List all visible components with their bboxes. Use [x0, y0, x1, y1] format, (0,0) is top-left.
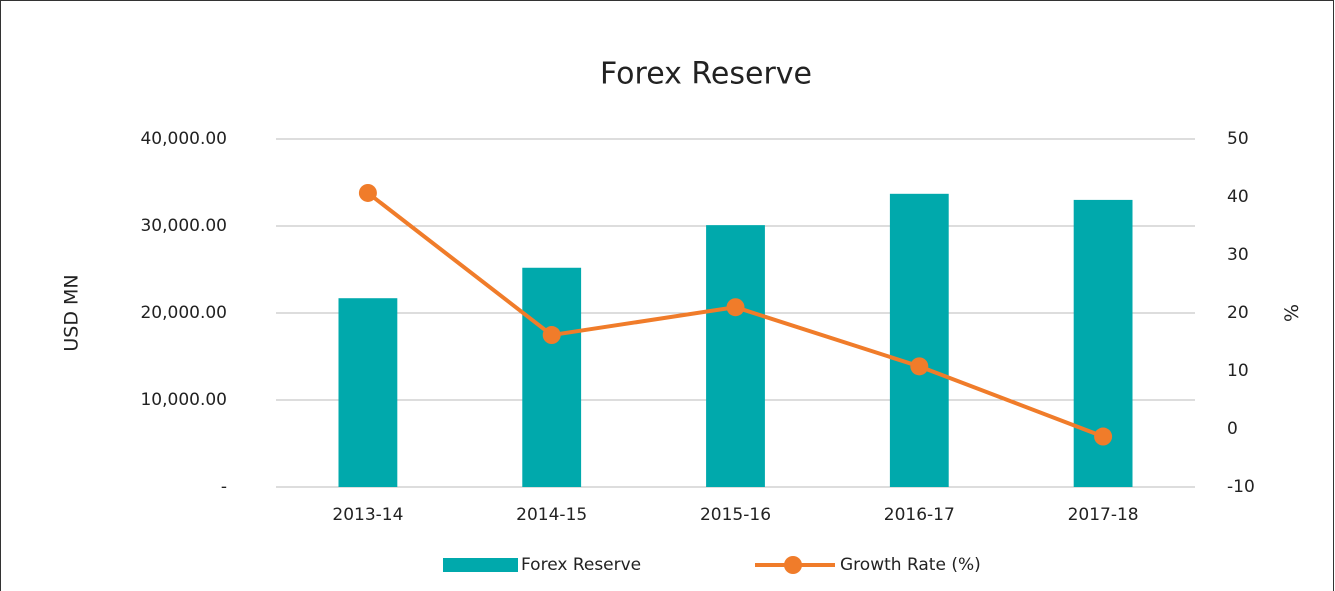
legend-swatch — [443, 558, 518, 572]
y2-tick-label: -10 — [1227, 477, 1255, 497]
y2-tick-label: 10 — [1227, 361, 1249, 381]
y2-axis-title: % — [1280, 304, 1302, 322]
y2-tick-label: 30 — [1227, 245, 1249, 265]
y2-tick-label: 20 — [1227, 303, 1249, 323]
y-tick-label: 20,000.00 — [140, 303, 227, 323]
y-tick-label: 10,000.00 — [140, 390, 227, 410]
bar — [338, 298, 398, 487]
line-marker — [358, 183, 377, 202]
legend-swatch-marker — [784, 556, 802, 574]
y-axis-title: USD MN — [61, 274, 83, 351]
x-tick-label: 2014-15 — [516, 505, 587, 525]
legend-label: Growth Rate (%) — [840, 555, 981, 575]
legend-label: Forex Reserve — [521, 555, 641, 575]
line-marker — [910, 357, 929, 376]
y-tick-label: - — [221, 477, 227, 497]
y2-tick-label: 40 — [1227, 187, 1249, 207]
y2-tick-label: 50 — [1227, 129, 1249, 149]
bar — [706, 225, 765, 487]
bar — [522, 267, 582, 487]
x-tick-label: 2016-17 — [884, 505, 955, 525]
line-marker — [542, 326, 561, 345]
line-marker — [1094, 427, 1113, 446]
bar — [889, 193, 949, 487]
line-marker — [726, 298, 745, 317]
y-tick-label: 40,000.00 — [140, 129, 227, 149]
x-tick-label: 2013-14 — [332, 505, 403, 525]
y-tick-label: 30,000.00 — [140, 216, 227, 236]
y2-tick-label: 0 — [1227, 419, 1238, 439]
x-tick-label: 2017-18 — [1068, 505, 1139, 525]
x-tick-label: 2015-16 — [700, 505, 771, 525]
chart-title: Forex Reserve — [600, 57, 812, 92]
